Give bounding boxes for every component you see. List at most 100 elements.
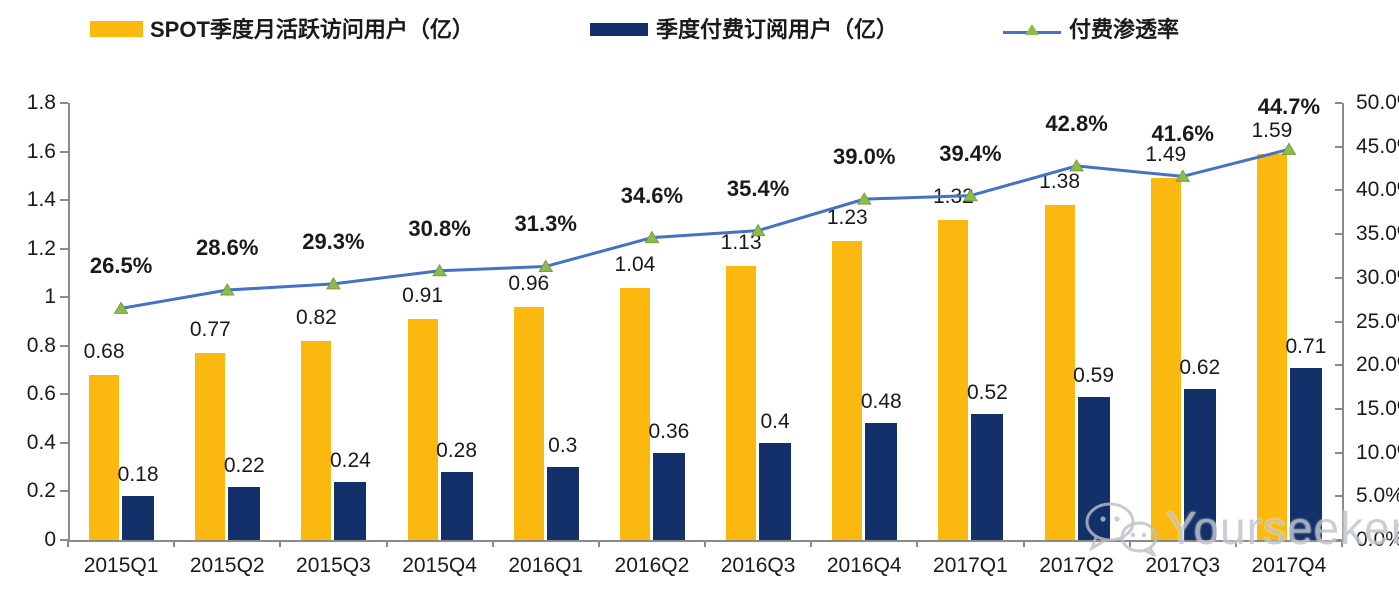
x-axis-tick	[67, 540, 69, 547]
right-axis-tick-label: 35.0%	[1356, 222, 1399, 246]
mau-legend-label: SPOT季度月活跃访问用户（亿）	[150, 17, 474, 42]
left-axis-tick	[60, 490, 68, 493]
penetration-marker	[963, 188, 978, 202]
x-axis-tick	[1234, 540, 1237, 547]
penetration-marker	[326, 276, 341, 290]
x-tick-label: 2015Q3	[296, 554, 371, 577]
subs-bar	[122, 496, 155, 540]
penetration-label: 28.6%	[196, 235, 259, 261]
left-axis-tick-label: 1.2	[26, 236, 56, 260]
mau-bar	[1256, 153, 1287, 540]
right-axis-tick	[1335, 364, 1342, 367]
subs-value-label: 0.52	[966, 380, 1008, 404]
right-axis-tick	[1335, 189, 1342, 192]
penetration-label: 41.6%	[1151, 121, 1214, 147]
triangle-marker-icon	[1025, 24, 1039, 35]
left-axis-tick	[60, 102, 68, 104]
left-axis-tick	[60, 393, 68, 396]
left-axis-tick-label: 0.4	[26, 430, 56, 454]
penetration-label: 35.4%	[726, 175, 790, 201]
penetration-marker	[856, 192, 872, 205]
mau-value-label: 1.38	[1039, 169, 1081, 193]
subs-legend-swatch	[590, 23, 648, 36]
x-tick-label: 2017Q4	[1251, 554, 1327, 577]
right-axis-tick-label: 40.0%	[1356, 178, 1399, 202]
penetration-label: 31.3%	[514, 211, 577, 237]
penetration-label: 34.6%	[620, 182, 684, 208]
x-axis-tick	[1341, 540, 1343, 547]
x-tick-label: 2017Q3	[1145, 554, 1221, 577]
mau-bar	[513, 306, 544, 540]
penetration-legend-label: 付费渗透率	[1069, 17, 1180, 42]
subs-value-label: 0.3	[548, 434, 578, 458]
subs-value-label: 0.18	[117, 463, 159, 487]
x-axis-tick	[704, 540, 706, 547]
mau-value-label: 0.91	[402, 284, 444, 308]
penetration-marker	[1069, 158, 1084, 172]
subs-bar	[546, 467, 579, 540]
subs-value-label: 0.28	[436, 439, 478, 463]
mau-value-label: 0.77	[189, 318, 231, 342]
left-axis-tick-label: 1.6	[26, 139, 56, 163]
left-axis-tick-label: 1	[44, 285, 56, 309]
right-axis-tick	[1335, 102, 1342, 104]
right-axis-tick	[1335, 451, 1342, 454]
x-axis-tick	[916, 540, 919, 547]
penetration-label: 39.0%	[833, 144, 896, 170]
left-axis-tick-label: 0.2	[26, 479, 56, 503]
watermark: Yourseeker	[1082, 500, 1399, 556]
x-tick-label: 2016Q3	[720, 554, 796, 577]
penetration-label: 29.3%	[302, 228, 365, 254]
x-axis-tick	[491, 540, 494, 547]
mau-value-label: 0.96	[508, 271, 550, 295]
penetration-line	[120, 147, 1290, 310]
x-axis-tick	[385, 540, 388, 547]
subs-value-label: 0.4	[760, 409, 790, 433]
mau-value-label: 1.13	[720, 230, 762, 254]
x-tick-label: 2016Q2	[614, 554, 690, 577]
right-axis-tick	[1335, 539, 1342, 541]
watermark-text: Yourseeker	[1166, 502, 1399, 554]
right-axis-tick-label: 50.0%	[1356, 91, 1399, 114]
subs-value-label: 0.59	[1073, 363, 1115, 387]
left-axis-tick-label: 0.8	[26, 333, 56, 357]
penetration-marker	[1175, 169, 1191, 182]
x-tick-label: 2015Q2	[189, 554, 265, 577]
x-axis-tick	[1128, 540, 1131, 547]
left-axis-tick	[60, 247, 68, 250]
subs-bar	[1289, 367, 1322, 540]
left-axis-tick	[60, 344, 68, 347]
x-tick-label: 2016Q1	[508, 554, 584, 577]
penetration-marker	[219, 283, 235, 296]
right-axis-tick-label: 20.0%	[1356, 353, 1399, 377]
right-axis-tick-label: 0.0%	[1356, 528, 1399, 551]
subs-value-label: 0.48	[860, 390, 902, 414]
mau-bar	[407, 319, 438, 540]
right-axis-tick-label: 45.0%	[1356, 134, 1399, 158]
x-tick-label: 2015Q4	[402, 554, 477, 577]
mau-bar	[938, 219, 969, 540]
subs-bar	[652, 452, 685, 540]
mau-legend-swatch	[90, 21, 143, 37]
mau-value-label: 1.49	[1145, 143, 1187, 167]
wechat-icon	[1085, 502, 1158, 556]
right-axis-tick-label: 5.0%	[1356, 484, 1399, 508]
mau-bar	[195, 353, 226, 540]
left-axis-tick-label: 0	[44, 528, 56, 551]
right-axis-tick	[1335, 495, 1342, 498]
right-axis-tick	[1335, 407, 1342, 410]
left-axis-tick	[60, 441, 68, 444]
subs-value-label: 0.22	[223, 453, 265, 477]
x-tick-label: 2017Q1	[933, 554, 1008, 577]
x-tick-label: 2017Q2	[1039, 554, 1114, 577]
left-axis-tick-label: 1.8	[26, 91, 56, 114]
left-axis-tick-label: 0.6	[26, 382, 56, 406]
right-axis-tick-label: 25.0%	[1356, 309, 1399, 333]
penetration-marker	[538, 259, 554, 272]
x-axis-tick	[279, 540, 282, 547]
mau-value-label: 1.23	[826, 206, 868, 230]
subs-bar	[865, 423, 898, 540]
right-axis-tick	[1335, 320, 1342, 323]
x-axis-tick	[173, 540, 176, 547]
